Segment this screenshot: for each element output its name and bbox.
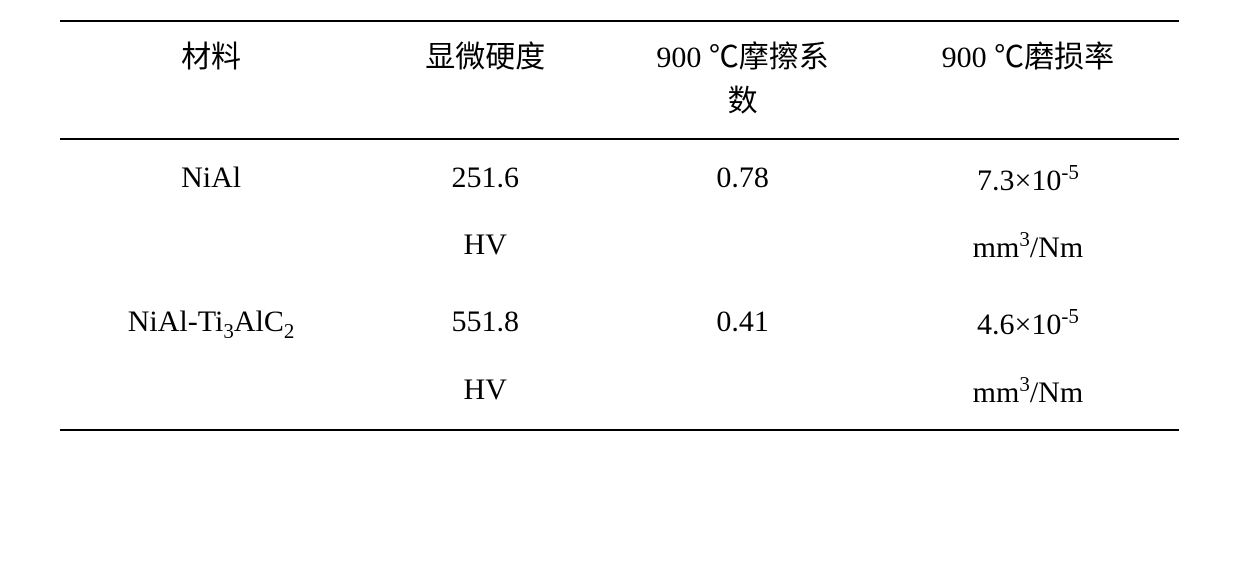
table-row: HV mm3/Nm [60,199,1179,284]
data-table: 材料 显微硬度 900 ℃摩擦系 900 ℃磨损率 数 NiAl 251.6 0… [60,20,1179,431]
cell-hardness-l2: HV [464,373,507,406]
cell-friction: 0.78 [716,161,769,194]
table-header-row-2: 数 [60,84,1179,139]
cell-hardness-l1: 251.6 [451,161,519,194]
table-header-row-1: 材料 显微硬度 900 ℃摩擦系 900 ℃磨损率 [60,21,1179,84]
table-container: 材料 显微硬度 900 ℃摩擦系 900 ℃磨损率 数 NiAl 251.6 0… [0,0,1239,451]
cell-material: NiAl-Ti3AlC2 [128,305,295,338]
table-row: NiAl-Ti3AlC2 551.8 0.41 4.6×10-5 [60,284,1179,344]
col-header-material: 材料 [181,41,241,74]
col-header-friction-l2: 数 [728,85,758,118]
cell-wear-l2: mm3/Nm [973,376,1084,409]
cell-hardness-l2: HV [464,228,507,261]
table-row: HV mm3/Nm [60,344,1179,430]
col-header-wear: 900 ℃磨损率 [942,41,1115,74]
cell-wear-l1: 4.6×10-5 [977,308,1079,341]
cell-wear-l1: 7.3×10-5 [977,164,1079,197]
col-header-friction-l1: 900 ℃摩擦系 [656,41,829,74]
col-header-hardness: 显微硬度 [425,41,545,74]
cell-friction: 0.41 [716,305,769,338]
cell-wear-l2: mm3/Nm [973,231,1084,264]
table-row: NiAl 251.6 0.78 7.3×10-5 [60,139,1179,199]
cell-hardness-l1: 551.8 [451,305,519,338]
cell-material: NiAl [181,161,241,194]
